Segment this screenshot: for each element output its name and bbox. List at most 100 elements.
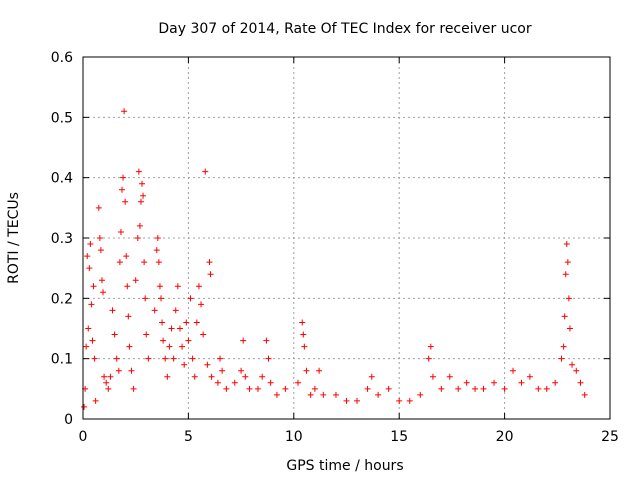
data-point <box>543 385 550 392</box>
data-point <box>208 373 215 380</box>
data-point <box>109 307 116 314</box>
data-point <box>140 192 147 199</box>
data-point <box>295 379 302 386</box>
data-point <box>562 271 569 278</box>
data-point <box>113 355 120 362</box>
grid-lines <box>83 57 610 419</box>
data-point <box>354 397 361 404</box>
data-point <box>121 108 128 115</box>
data-point <box>185 337 192 344</box>
data-point <box>168 325 175 332</box>
data-point <box>97 247 104 254</box>
data-point <box>123 253 130 260</box>
data-point <box>343 397 350 404</box>
data-point <box>103 379 110 386</box>
axis-ticks: 0 5 10 15 20 25 0 0.1 0.2 0.3 0.4 0.5 0.6 <box>51 50 619 445</box>
data-point <box>301 343 308 350</box>
data-point <box>563 241 570 248</box>
data-point <box>141 259 148 266</box>
data-point <box>134 235 141 241</box>
data-point <box>174 283 181 290</box>
data-point <box>176 325 183 332</box>
data-point <box>265 355 272 362</box>
data-point <box>88 301 95 308</box>
data-point <box>155 259 162 266</box>
y-tick-label: 0.5 <box>51 110 73 126</box>
data-point <box>87 241 94 248</box>
data-point <box>105 385 112 392</box>
data-point <box>300 331 307 338</box>
data-point <box>162 355 169 362</box>
data-point <box>187 295 194 302</box>
data-point <box>569 361 576 368</box>
data-point <box>181 361 188 368</box>
data-point <box>200 331 207 338</box>
data-point <box>151 307 158 314</box>
x-axis-label: GPS time / hours <box>286 458 403 474</box>
data-point <box>242 373 249 380</box>
data-point <box>282 385 289 392</box>
data-point <box>166 343 173 350</box>
data-point <box>91 355 98 362</box>
data-point <box>375 391 382 398</box>
x-tick-label: 20 <box>496 429 514 445</box>
data-point <box>85 325 92 332</box>
data-point <box>518 379 525 386</box>
data-point <box>116 259 123 266</box>
data-point <box>126 343 133 350</box>
data-point <box>96 235 103 241</box>
data-point <box>263 337 270 344</box>
data-point <box>558 355 565 362</box>
data-point <box>560 343 567 350</box>
y-tick-label: 0 <box>64 412 73 428</box>
data-point <box>179 343 186 350</box>
x-tick-label: 10 <box>285 429 303 445</box>
data-point <box>566 325 573 332</box>
data-point <box>491 379 498 386</box>
data-point <box>125 313 132 320</box>
data-point <box>84 253 91 260</box>
data-point <box>206 259 213 266</box>
data-point <box>100 289 107 296</box>
data-point <box>115 367 122 374</box>
data-point <box>267 379 274 386</box>
data-point <box>183 319 190 326</box>
data-point <box>425 355 432 362</box>
data-point <box>193 319 200 326</box>
data-point <box>438 385 445 392</box>
data-point <box>164 373 171 380</box>
data-point <box>135 168 142 175</box>
data-point <box>307 391 314 398</box>
data-point <box>160 337 167 344</box>
data-point <box>273 391 280 398</box>
data-point <box>153 247 160 254</box>
data-point <box>83 343 90 350</box>
data-point <box>417 391 424 398</box>
data-point <box>446 373 453 380</box>
data-point <box>217 355 224 362</box>
data-point <box>170 355 177 362</box>
data-point <box>316 367 323 374</box>
y-tick-label: 0.1 <box>51 352 73 368</box>
data-point <box>219 367 226 374</box>
data-point <box>136 222 143 229</box>
data-point <box>463 379 470 386</box>
data-point <box>368 373 375 380</box>
data-point <box>191 373 198 380</box>
data-point <box>145 355 152 362</box>
data-point <box>552 379 559 386</box>
data-point <box>107 373 114 380</box>
data-point <box>95 204 102 211</box>
data-point <box>561 313 568 320</box>
data-point <box>332 391 339 398</box>
data-point <box>385 385 392 392</box>
data-point <box>120 174 127 181</box>
data-point <box>128 367 135 374</box>
data-point <box>142 295 149 302</box>
data-point <box>427 343 434 350</box>
data-point <box>240 337 247 344</box>
data-point <box>195 283 202 290</box>
data-point <box>501 385 508 392</box>
x-tick-label: 5 <box>184 429 193 445</box>
